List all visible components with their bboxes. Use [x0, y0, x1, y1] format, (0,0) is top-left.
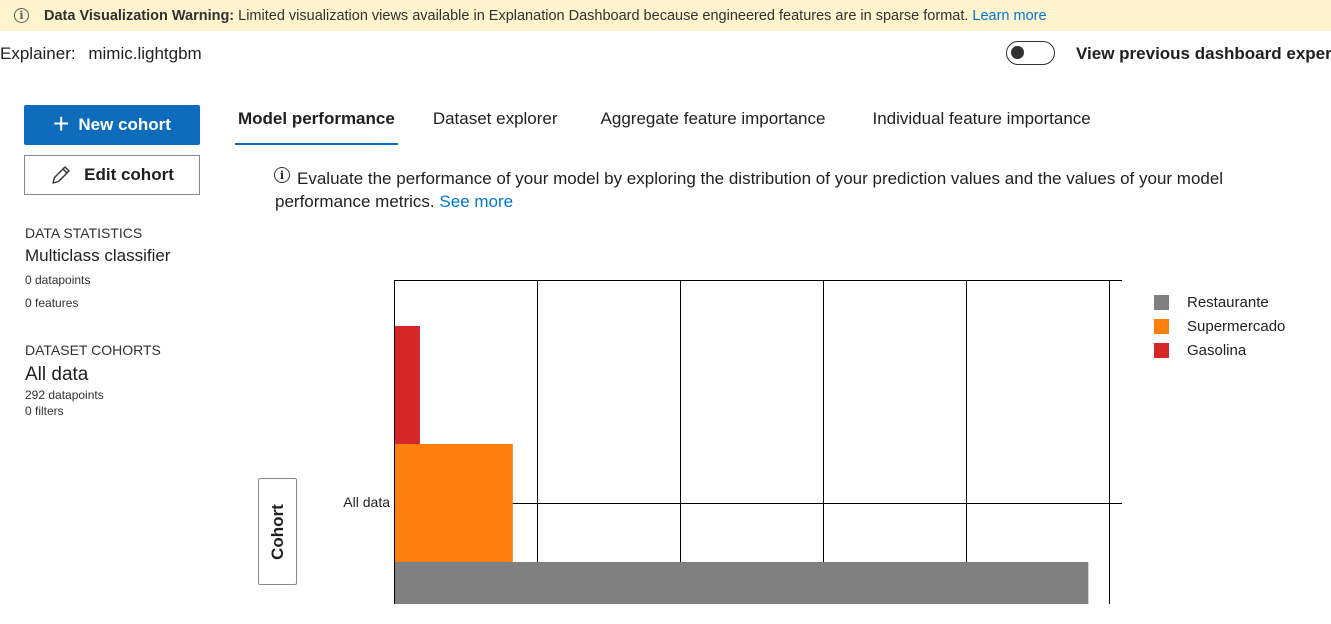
info-icon: i [274, 167, 290, 183]
cohort-axis-button[interactable]: Cohort [258, 478, 297, 585]
chart-legend: Restaurante Supermercado Gasolina [1154, 290, 1285, 362]
features-count: 0 features [25, 296, 79, 310]
plus-icon: + [53, 107, 70, 139]
warning-title: Data Visualization Warning: [44, 7, 235, 24]
legend-item[interactable]: Gasolina [1154, 338, 1285, 362]
y-tick-label: All data [343, 494, 390, 510]
legend-label: Gasolina [1187, 341, 1247, 359]
explainer-value: mimic.lightgbm [88, 44, 202, 63]
data-statistics-heading: DATA STATISTICS [25, 225, 143, 241]
warning-message: Limited visualization views available in… [238, 7, 969, 24]
tab-bar: Model performance Dataset explorer Aggre… [235, 103, 1091, 145]
explainer-info: Explainer: mimic.lightgbm [0, 44, 202, 64]
bar-gasolina[interactable] [395, 326, 420, 444]
cohort-filters: 0 filters [25, 404, 64, 418]
tab-aggregate-feature-importance[interactable]: Aggregate feature importance [600, 109, 826, 128]
pencil-icon [52, 166, 70, 184]
learn-more-link[interactable]: Learn more [972, 7, 1047, 24]
cohort-axis-label: Cohort [267, 503, 287, 560]
legend-label: Supermercado [1187, 317, 1286, 335]
cohort-datapoints: 292 datapoints [25, 388, 104, 402]
new-cohort-label: New cohort [78, 115, 171, 134]
description: Evaluate the performance of your model b… [275, 167, 1285, 213]
toggle-knob [1011, 46, 1024, 59]
classifier-type: Multiclass classifier [25, 246, 171, 265]
explainer-label: Explainer: [0, 44, 76, 63]
dataset-cohorts-heading: DATASET COHORTS [25, 342, 161, 358]
cohort-name[interactable]: All data [25, 364, 89, 385]
info-icon: i [14, 8, 29, 23]
edit-cohort-label: Edit cohort [84, 165, 174, 184]
new-cohort-button[interactable]: + New cohort [24, 105, 200, 145]
tab-model-performance[interactable]: Model performance [235, 103, 398, 145]
tab-individual-feature-importance[interactable]: Individual feature importance [872, 109, 1091, 128]
toggle-label: View previous dashboard experi [1076, 44, 1331, 63]
legend-item[interactable]: Restaurante [1154, 290, 1285, 314]
legend-item[interactable]: Supermercado [1154, 314, 1285, 338]
legend-swatch [1154, 294, 1169, 310]
bar-restaurante[interactable] [395, 562, 1089, 604]
description-text: Evaluate the performance of your model b… [275, 169, 1224, 211]
previous-dashboard-toggle[interactable] [1006, 41, 1055, 65]
see-more-link[interactable]: See more [439, 192, 514, 211]
datapoints-count: 0 datapoints [25, 273, 91, 287]
legend-swatch [1154, 342, 1169, 358]
legend-label: Restaurante [1187, 293, 1269, 311]
tab-dataset-explorer[interactable]: Dataset explorer [432, 109, 558, 128]
edit-cohort-button[interactable]: Edit cohort [24, 155, 200, 195]
bar-supermercado[interactable] [395, 444, 513, 562]
legend-swatch [1154, 318, 1169, 334]
warning-banner: i Data Visualization Warning: Limited vi… [0, 0, 1331, 31]
